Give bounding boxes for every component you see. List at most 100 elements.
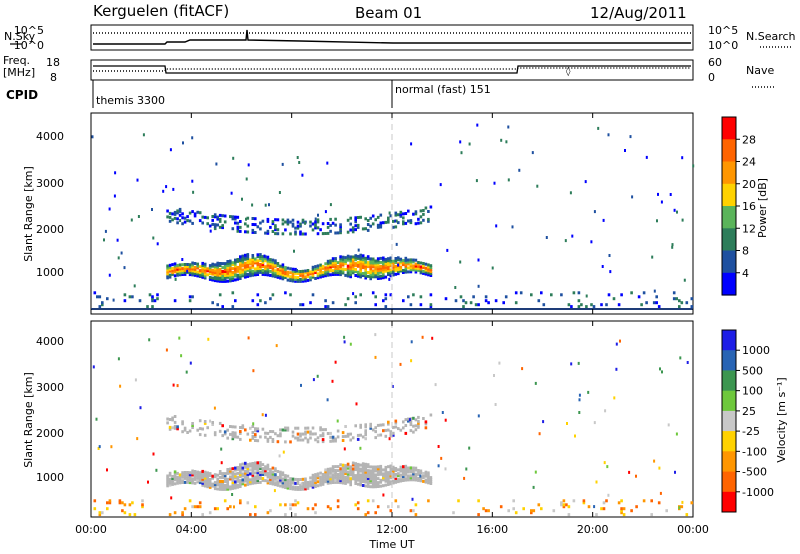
- power-cell: [304, 271, 307, 275]
- velocity-cell: [279, 470, 282, 474]
- velocity-cell: [392, 479, 395, 483]
- power-cell: [419, 221, 423, 225]
- velocity-cell: [346, 480, 350, 484]
- power-cell: [229, 269, 232, 273]
- velocity-cell: [249, 513, 252, 517]
- power-cell: [294, 267, 297, 271]
- velocity-cell: [269, 472, 272, 475]
- power-cell: [469, 301, 473, 305]
- power-cell: [208, 264, 212, 268]
- velocity-cell: [374, 436, 377, 440]
- power-cell: [334, 261, 337, 264]
- power-cell: [314, 220, 317, 224]
- velocity-cell: [376, 469, 380, 473]
- velocity-sporadic-cell: [465, 467, 468, 471]
- power-cell: [151, 297, 154, 301]
- power-cell: [366, 257, 370, 261]
- velocity-cell: [354, 468, 357, 472]
- velocity-cell: [236, 435, 240, 439]
- velocity-cell: [364, 423, 367, 427]
- velocity-cell: [213, 483, 217, 487]
- power-sporadic-cell: [112, 298, 115, 302]
- velocity-cell: [429, 476, 433, 480]
- velocity-cell: [374, 473, 377, 477]
- velocity-cell: [241, 462, 245, 466]
- power-cell: [236, 259, 240, 263]
- power-cell: [341, 257, 345, 261]
- velocity-cell: [294, 481, 297, 485]
- power-sporadic-cell: [232, 156, 235, 160]
- power-cell: [417, 263, 420, 266]
- velocity-cell: [201, 427, 204, 431]
- velocity-cell: [284, 513, 287, 517]
- velocity-cell: [384, 477, 388, 481]
- power-cell: [216, 279, 219, 283]
- power-sporadic-cell: [296, 269, 298, 272]
- velocity-cell: [384, 434, 388, 438]
- power-cell: [286, 222, 290, 226]
- velocity-cell: [266, 437, 270, 441]
- velocity-cell: [376, 483, 380, 487]
- power-cell: [256, 267, 260, 271]
- velocity-cell: [299, 432, 302, 436]
- power-cell: [304, 275, 307, 279]
- power-cell: [281, 267, 285, 271]
- power-cell: [226, 271, 229, 275]
- power-cell: [319, 228, 322, 232]
- power-cell: [281, 263, 285, 267]
- power-cell: [234, 217, 237, 221]
- velocity-cell: [239, 430, 242, 433]
- velocity-cell: [281, 479, 285, 483]
- velocity-cell: [414, 476, 418, 480]
- power-cell: [414, 266, 418, 270]
- power-cell: [229, 275, 232, 279]
- velocity-cell: [208, 511, 212, 515]
- velocity-cell: [477, 513, 480, 517]
- velocity-cell: [356, 476, 360, 480]
- velocity-cell: [309, 480, 312, 484]
- velocity-cell: [186, 473, 189, 476]
- velocity-sporadic-cell: [658, 466, 661, 470]
- velocity-cell: [336, 477, 340, 480]
- velocity-cell: [429, 482, 433, 485]
- power-sporadic-cell: [692, 164, 695, 168]
- velocity-cell: [427, 479, 430, 483]
- velocity-cell: [404, 424, 408, 427]
- velocity-cell: [168, 471, 172, 475]
- power-ytick-2000: 2000: [36, 223, 64, 236]
- velocity-cell: [213, 485, 217, 489]
- power-cell: [256, 269, 260, 273]
- power-cell: [281, 222, 285, 226]
- power-cell: [236, 215, 240, 219]
- velocity-cell: [239, 431, 242, 435]
- power-sporadic-cell: [645, 155, 648, 159]
- power-cell: [123, 293, 127, 297]
- power-cell: [324, 305, 327, 309]
- velocity-cell: [354, 462, 357, 466]
- power-cell: [269, 273, 272, 277]
- power-cell: [213, 273, 217, 277]
- power-cell: [351, 271, 355, 275]
- power-sporadic-cell: [585, 294, 588, 298]
- power-cell: [173, 274, 177, 278]
- power-cell: [600, 303, 603, 307]
- velocity-sporadic-cell: [300, 482, 303, 486]
- power-cell: [173, 216, 177, 220]
- power-cell: [261, 270, 265, 274]
- velocity-cell: [384, 469, 388, 473]
- power-cell: [376, 267, 380, 271]
- power-cell: [349, 228, 352, 232]
- power-cell: [397, 266, 400, 270]
- velocity-cell: [321, 472, 325, 476]
- power-cell: [394, 225, 398, 229]
- velocity-cell: [587, 505, 591, 509]
- power-cell: [685, 301, 689, 305]
- velocity-cell: [394, 478, 398, 482]
- power-cell: [354, 301, 357, 305]
- velocity-cell: [244, 477, 247, 481]
- velocity-cell: [359, 425, 362, 429]
- power-cell: [349, 273, 352, 277]
- power-cell: [196, 262, 199, 266]
- power-cell: [206, 273, 209, 277]
